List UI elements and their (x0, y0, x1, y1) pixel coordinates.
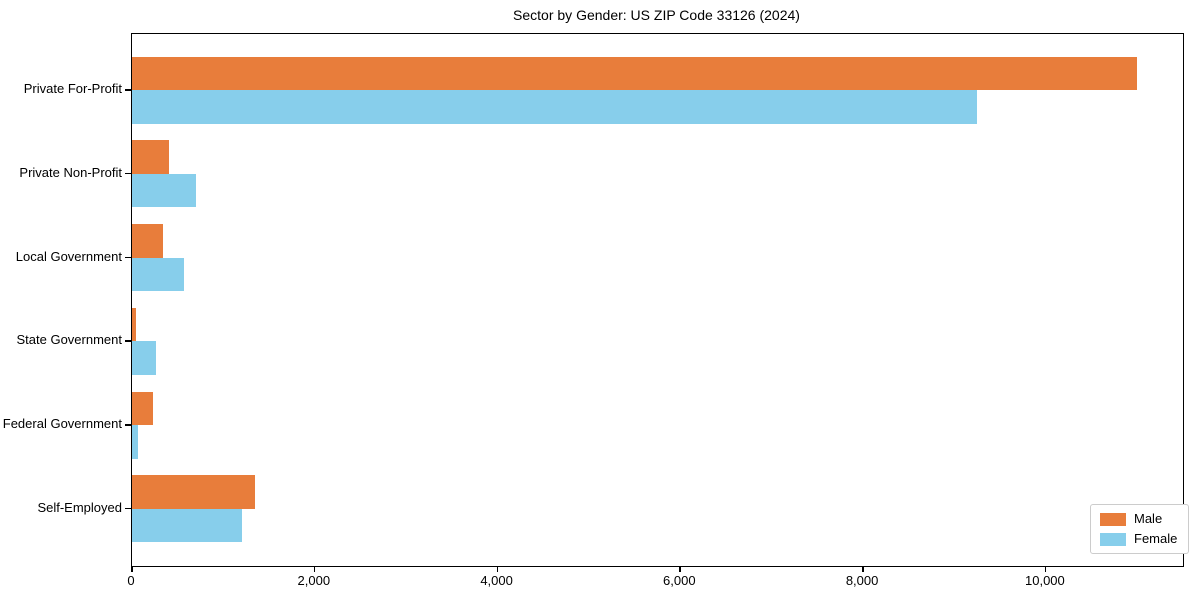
plot-area (131, 33, 1184, 567)
y-axis-tick (125, 424, 131, 426)
bar-female-4 (132, 341, 156, 375)
x-axis-tick (131, 566, 133, 572)
y-axis-label: Federal Government (2, 416, 122, 431)
bar-female-3 (132, 257, 185, 291)
bar-female-6 (132, 508, 242, 543)
bar-male-4 (132, 307, 136, 342)
y-axis-tick (125, 172, 131, 175)
y-axis-label: Private Non-Profit (19, 164, 122, 180)
y-axis-label: Local Government (15, 248, 122, 264)
y-axis-tick (125, 340, 131, 342)
bar-male-5 (132, 391, 153, 425)
y-axis-label: Self-Employed (37, 499, 122, 515)
bar-male-3 (132, 224, 164, 258)
x-axis-tick-label: 0 (127, 573, 135, 588)
legend-label: Male (1134, 511, 1163, 526)
chart-title: Sector by Gender: US ZIP Code 33126 (202… (513, 7, 800, 23)
y-axis-tick (125, 89, 131, 91)
x-axis-tick-label: 6,000 (663, 573, 696, 588)
bar-male-6 (132, 475, 256, 509)
x-axis-tick-label: 2,000 (297, 573, 331, 588)
x-axis-tick-label: 10,000 (1025, 573, 1065, 588)
y-axis-tick (125, 256, 131, 258)
x-axis-tick (679, 566, 681, 572)
y-axis-label: State Government (16, 332, 123, 348)
bar-male-1 (132, 56, 1138, 90)
legend-item-female: Female (1100, 532, 1177, 546)
legend-item-male: Male (1100, 512, 1177, 526)
legend-swatch-male (1100, 512, 1126, 526)
bar-female-2 (132, 173, 196, 208)
y-axis-tick (125, 507, 131, 510)
legend: Male Female (1090, 504, 1190, 554)
bar-male-2 (132, 140, 169, 174)
legend-swatch-female (1100, 532, 1126, 546)
y-axis-label: Private For-Profit (23, 81, 122, 96)
x-axis-tick (496, 566, 499, 572)
bar-female-1 (132, 90, 978, 124)
x-axis-tick-label: 8,000 (845, 573, 879, 588)
x-axis-tick (862, 566, 864, 572)
x-axis-tick (1044, 566, 1047, 572)
bar-female-5 (132, 425, 138, 459)
legend-label: Female (1134, 531, 1178, 546)
x-axis-tick (313, 566, 316, 572)
x-axis-tick-label: 4,000 (480, 573, 513, 588)
